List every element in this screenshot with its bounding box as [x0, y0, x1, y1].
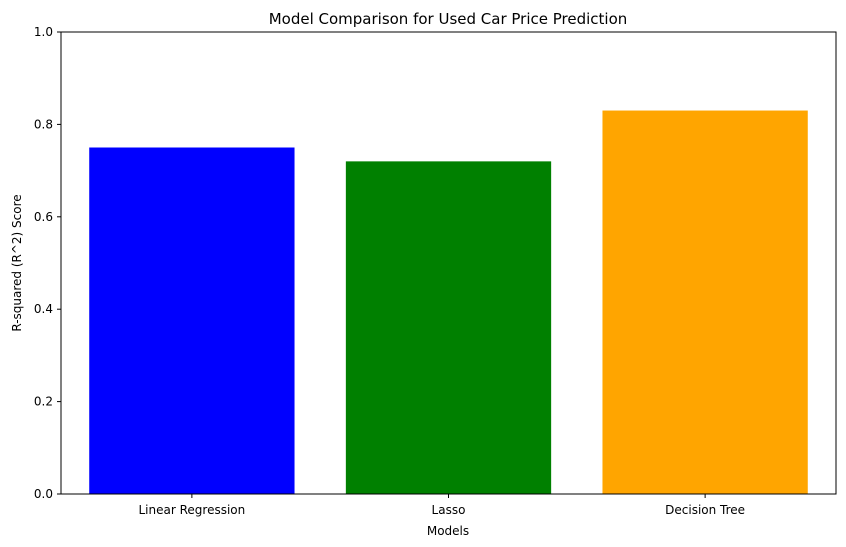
- bar-lasso: [345, 161, 552, 495]
- y-tick-label: 0.4: [34, 302, 53, 316]
- x-tick-label: Linear Regression: [139, 503, 246, 517]
- bars-group: [89, 110, 808, 495]
- y-tick-label: 0.2: [34, 395, 53, 409]
- x-tick-label: Lasso: [432, 503, 466, 517]
- x-axis: Linear Regression Lasso Decision Tree: [139, 494, 745, 517]
- y-tick-label: 0.6: [34, 210, 53, 224]
- bar-decision-tree: [602, 110, 808, 494]
- y-tick-label: 0.8: [34, 117, 53, 131]
- x-axis-label: Models: [427, 524, 469, 538]
- y-axis: 0.0 0.2 0.4 0.6 0.8 1.0: [34, 25, 61, 501]
- y-axis-label: R-squared (R^2) Score: [10, 194, 24, 331]
- bar-linear-regression: [89, 147, 295, 494]
- x-tick-label: Decision Tree: [665, 503, 745, 517]
- chart-title: Model Comparison for Used Car Price Pred…: [269, 10, 628, 28]
- y-tick-label: 0.0: [34, 487, 53, 501]
- plot-frame: [60, 31, 837, 495]
- y-tick-label: 1.0: [34, 25, 53, 39]
